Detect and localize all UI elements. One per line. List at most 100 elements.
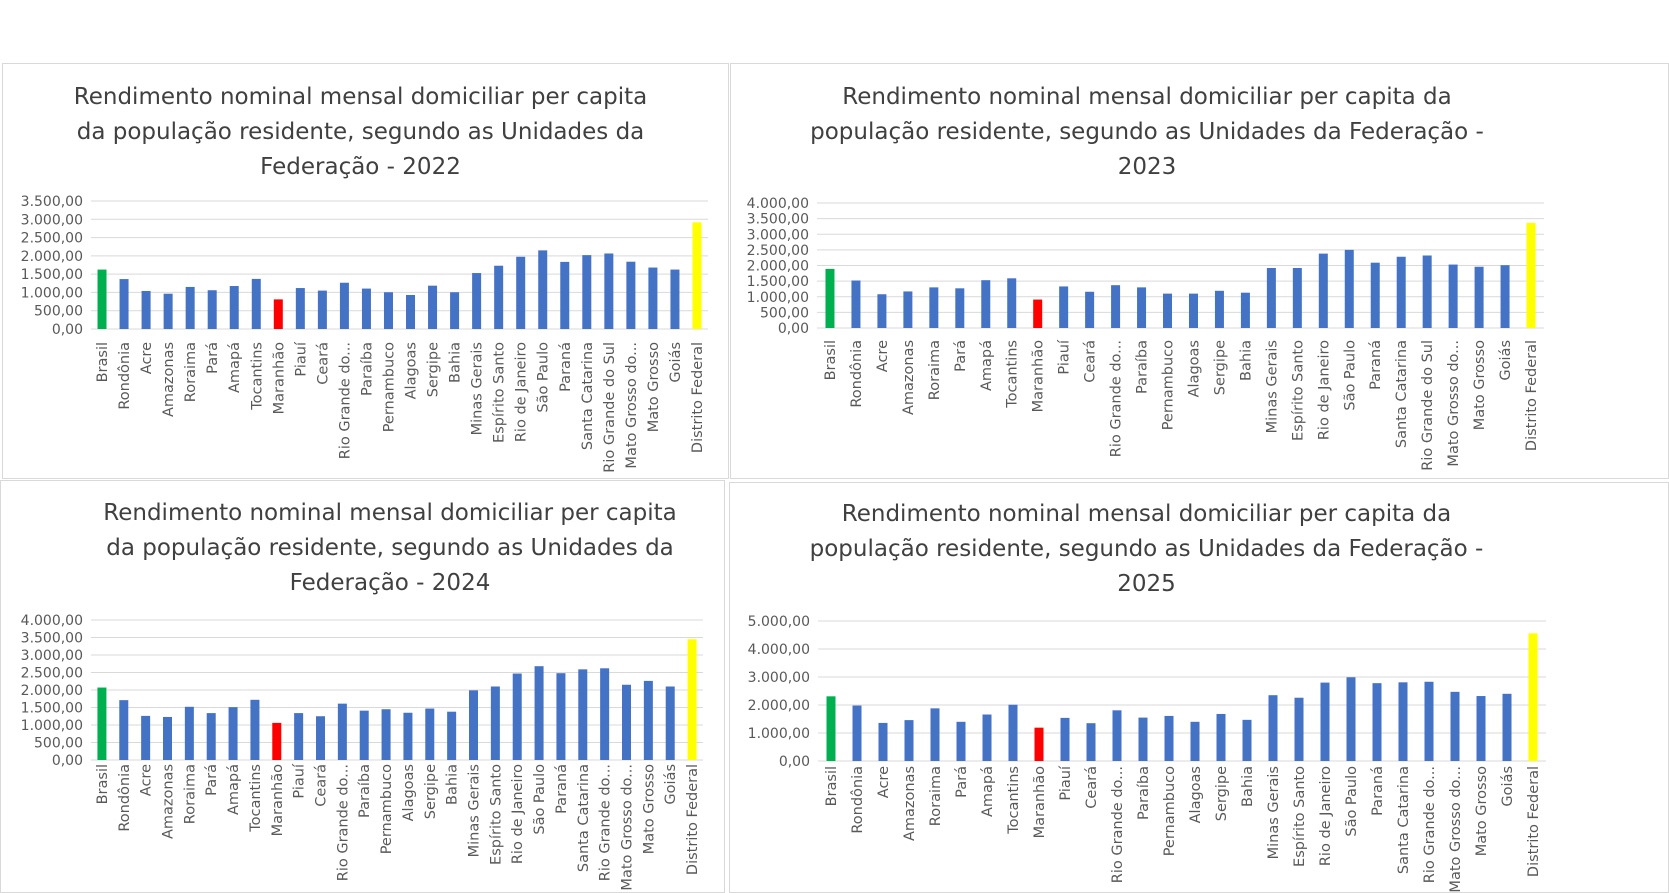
bar [648, 267, 658, 329]
bar [1370, 262, 1380, 328]
y-tick-label: 1.000,00 [747, 290, 809, 306]
x-tick-label: Minas Gerais [1264, 340, 1280, 433]
bar [359, 710, 369, 760]
y-tick-label: 1.000,00 [21, 718, 83, 734]
bar [1188, 293, 1198, 328]
x-tick-label: Pernambuco [1161, 340, 1177, 430]
x-tick-label: Paraná [554, 764, 570, 814]
bar [622, 684, 631, 760]
x-tick-label: Maranhão [270, 764, 286, 837]
bar [381, 709, 391, 760]
x-tick-label: Acre [139, 764, 155, 796]
bar [1190, 721, 1200, 761]
chart-title-line: Rendimento nominal mensal domiciliar per… [842, 84, 1452, 110]
bar [97, 687, 107, 760]
bar [903, 291, 913, 328]
bar [556, 673, 566, 760]
x-tick-label: Bahia [1238, 340, 1254, 381]
x-tick-label: Ceará [315, 342, 331, 385]
y-tick-label: 0,00 [52, 753, 83, 769]
bar [852, 705, 862, 761]
x-tick-label: Roraima [183, 342, 199, 402]
x-tick-label: Paraíba [1135, 340, 1151, 394]
bar [228, 707, 238, 760]
x-tick-label: Piauí [292, 763, 308, 799]
x-tick-label: Espírito Santo [488, 764, 504, 865]
x-tick-label: Tocantins [248, 764, 264, 833]
bar [273, 299, 283, 329]
chart-panel-2025: Rendimento nominal mensal domiciliar per… [729, 482, 1669, 893]
bar [643, 680, 653, 760]
bar [1476, 696, 1486, 761]
y-tick-label: 3.500,00 [21, 631, 83, 647]
bar [163, 716, 172, 760]
x-tick-label: Brasil [824, 766, 840, 806]
x-tick-label: Rio de Janeiro [1316, 340, 1332, 440]
x-tick-label: Distrito Federal [1526, 766, 1542, 877]
x-tick-label: Espírito Santo [492, 342, 508, 443]
bar [1346, 677, 1356, 761]
bar [1240, 292, 1250, 328]
bar [316, 716, 325, 760]
bar [383, 292, 393, 329]
x-tick-label: Mato Grosso [641, 764, 657, 854]
bar [560, 261, 570, 329]
x-tick-label: Pará [204, 764, 220, 796]
bar [339, 282, 349, 329]
bar [1033, 299, 1043, 328]
x-tick-label: Maranhão [1032, 766, 1048, 839]
chart-title-line: Rendimento nominal mensal domiciliar per… [73, 84, 648, 110]
x-tick-label: Sergipe [1214, 766, 1230, 821]
bar [665, 686, 675, 760]
x-tick-label: Amazonas [161, 342, 177, 417]
x-tick-label: Goiás [1500, 766, 1516, 807]
bar [1344, 249, 1354, 328]
y-tick-label: 1.000,00 [748, 726, 810, 742]
x-tick-label: Sergipe [426, 342, 442, 397]
x-tick-label: Tocantins [249, 342, 265, 411]
y-tick-label: 3.000,00 [21, 212, 83, 228]
y-tick-label: 1.000,00 [21, 285, 83, 301]
x-tick-label: São Paulo [536, 342, 552, 413]
bar [956, 721, 966, 761]
bar-chart-2023: 0,00500,001.000,001.500,002.000,002.500,… [747, 196, 1544, 471]
bar [1450, 691, 1460, 761]
y-tick-label: 4.000,00 [747, 196, 809, 212]
chart-title: Rendimento nominal mensal domiciliar per… [3, 80, 728, 185]
bar [1500, 265, 1510, 328]
x-tick-label: Santa Catarina [1394, 340, 1410, 448]
x-tick-label: Alagoas [1186, 340, 1202, 397]
x-tick-label: Pernambuco [381, 342, 397, 432]
x-tick-label: Brasil [95, 764, 111, 804]
bar [490, 686, 500, 760]
bar [687, 639, 697, 760]
y-tick-label: 3.000,00 [748, 670, 810, 686]
x-tick-label: Pernambuco [1162, 766, 1178, 856]
bar [250, 699, 260, 760]
y-tick-label: 2.000,00 [21, 249, 83, 265]
x-tick-label: Pernambuco [379, 764, 395, 854]
y-tick-label: 0,00 [52, 322, 83, 338]
x-tick-label: Ceará [1083, 340, 1099, 383]
x-tick-label: Mato Grosso do... [1448, 766, 1464, 892]
x-tick-label: São Paulo [1344, 766, 1360, 837]
x-tick-label: Amazonas [902, 766, 918, 841]
bar [425, 708, 435, 760]
x-tick-label: Goiás [663, 764, 679, 805]
x-tick-label: Alagoas [404, 342, 420, 399]
x-tick-label: Alagoas [1188, 766, 1204, 823]
bar [1372, 683, 1382, 761]
y-tick-label: 4.000,00 [748, 642, 810, 658]
x-tick-label: Goiás [1498, 340, 1514, 381]
x-tick-label: Espírito Santo [1290, 340, 1306, 441]
x-tick-label: Acre [139, 342, 155, 374]
bar [1526, 223, 1536, 328]
x-tick-label: Mato Grosso do... [620, 764, 636, 891]
x-tick-label: Piauí [1058, 765, 1074, 801]
x-tick-label: Paraíba [359, 342, 375, 396]
bar [206, 713, 216, 760]
x-tick-label: Rio Grande do Sul [1420, 340, 1436, 471]
y-tick-label: 500,00 [34, 304, 83, 320]
